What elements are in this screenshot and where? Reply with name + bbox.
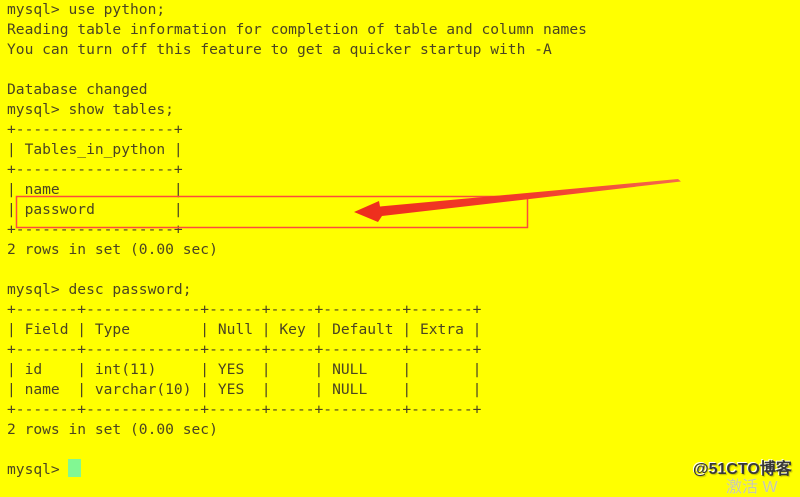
terminal-window: { "terminal": { "lines": [ "mysql> use p… [7,1,792,496]
windows-activation-watermark: 激活 W [726,479,778,496]
terminal-output[interactable]: mysql> use python; Reading table informa… [7,1,587,478]
terminal-cursor [68,459,81,477]
51cto-watermark: @51CTO博客 [693,461,792,478]
